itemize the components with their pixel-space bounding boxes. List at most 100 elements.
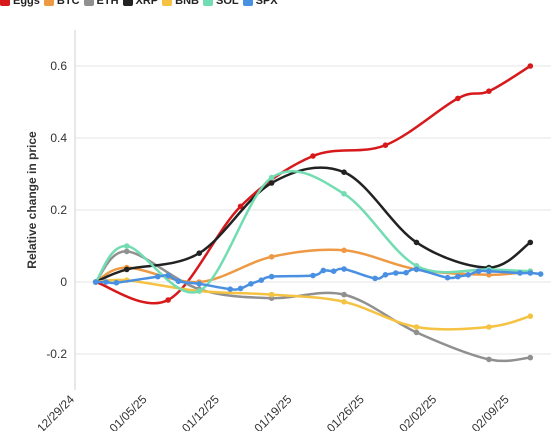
data-point-spx xyxy=(248,281,254,287)
data-point-btc xyxy=(268,253,275,260)
series-line-btc xyxy=(94,248,532,284)
data-point-spx xyxy=(227,286,234,293)
data-point-bnb xyxy=(413,324,420,330)
data-point-eggs xyxy=(382,142,389,148)
data-point-xrp xyxy=(268,180,275,186)
data-point-spx xyxy=(330,268,337,275)
data-point-eth xyxy=(123,248,130,255)
data-point-spx xyxy=(517,270,523,276)
y-tick-label: 0.2 xyxy=(50,203,67,217)
legend-swatch xyxy=(162,0,173,6)
data-point-bnb xyxy=(268,291,275,298)
data-point-spx xyxy=(92,279,99,285)
legend-item-spx: SPX xyxy=(242,0,278,7)
legend-swatch xyxy=(242,0,253,6)
data-point-spx xyxy=(403,269,409,276)
data-point-xrp xyxy=(413,239,420,246)
data-point-spx xyxy=(392,270,399,276)
y-tick-label: 0 xyxy=(60,275,67,289)
data-point-bnb xyxy=(527,313,534,320)
data-point-spx xyxy=(320,267,327,274)
data-point-sol xyxy=(268,174,275,181)
data-point-spx xyxy=(486,268,492,275)
data-point-spx xyxy=(237,285,244,292)
legend-swatch xyxy=(83,0,94,6)
legend-item-bnb: BNB xyxy=(162,0,199,7)
legend-label: ETH xyxy=(96,0,119,7)
y-axis-label: Relative change in price xyxy=(25,131,39,269)
data-point-eggs xyxy=(486,88,492,94)
legend-label: SPX xyxy=(255,0,278,7)
data-point-bnb xyxy=(341,299,347,305)
data-point-spx xyxy=(382,272,389,278)
data-point-eggs xyxy=(527,63,534,69)
data-point-eggs xyxy=(165,297,171,303)
series-line-xrp xyxy=(94,166,532,284)
data-point-spx xyxy=(413,266,420,273)
data-point-spx xyxy=(444,274,451,281)
legend-label: BTC xyxy=(56,0,80,7)
series-line-eggs xyxy=(94,64,532,305)
series-line-bnb xyxy=(94,278,532,331)
legend-item-sol: SOL xyxy=(202,0,239,7)
x-tick-label: 01/05/25 xyxy=(107,392,150,431)
data-point-spx xyxy=(527,270,534,276)
legend-label: SOL xyxy=(215,0,239,7)
data-point-spx xyxy=(372,275,378,282)
legend-item-xrp: XRP xyxy=(122,0,159,7)
data-point-eth xyxy=(527,354,534,361)
data-point-spx xyxy=(455,273,461,280)
data-point-sol xyxy=(196,288,202,294)
legend-swatch xyxy=(43,0,54,6)
data-point-spx xyxy=(196,281,202,287)
x-tick-label: 01/12/25 xyxy=(179,392,222,431)
data-point-spx xyxy=(165,272,171,279)
legend-swatch xyxy=(122,0,133,6)
data-point-btc xyxy=(341,247,347,254)
legend-label: BNB xyxy=(175,0,199,7)
data-point-eggs xyxy=(310,153,316,159)
data-point-spx xyxy=(268,273,275,280)
data-point-spx xyxy=(310,272,316,279)
data-point-eth xyxy=(413,329,420,336)
legend-item-eggs: Eggs xyxy=(0,0,40,7)
y-tick-label: 0.6 xyxy=(50,59,67,73)
data-point-xrp xyxy=(527,239,534,246)
data-point-xrp xyxy=(196,250,202,256)
legend-label: Eggs xyxy=(13,0,40,7)
series-line-sol xyxy=(94,169,532,294)
data-point-xrp xyxy=(123,266,130,273)
legend-swatch xyxy=(202,0,213,6)
data-point-eth xyxy=(341,291,347,298)
y-tick-label: 0.4 xyxy=(50,131,67,145)
data-point-spx xyxy=(175,278,182,285)
data-point-spx xyxy=(154,273,161,280)
data-point-spx xyxy=(113,279,120,286)
data-point-sol xyxy=(341,191,347,197)
data-point-bnb xyxy=(486,324,492,330)
data-point-spx xyxy=(475,268,482,275)
legend-item-btc: BTC xyxy=(43,0,80,7)
data-point-eggs xyxy=(237,203,244,210)
legend-label: XRP xyxy=(135,0,159,7)
chart-legend: Eggs BTC ETH XRP BNB SOL SPX xyxy=(0,0,282,9)
data-point-spx xyxy=(103,279,109,285)
x-tick-label: 02/09/25 xyxy=(469,392,512,431)
x-tick-label: 12/29/24 xyxy=(34,392,77,431)
data-point-spx xyxy=(258,277,265,284)
data-point-xrp xyxy=(341,169,347,175)
legend-swatch xyxy=(0,0,10,6)
data-point-spx xyxy=(537,271,544,277)
data-point-sol xyxy=(123,243,130,249)
legend-item-eth: ETH xyxy=(83,0,119,7)
x-tick-label: 01/26/25 xyxy=(324,392,367,431)
x-tick-label: 02/02/25 xyxy=(396,392,439,431)
y-tick-label: -0.2 xyxy=(46,347,67,361)
series-line-eth xyxy=(94,250,532,363)
data-point-spx xyxy=(465,272,472,278)
data-point-eggs xyxy=(455,95,461,102)
x-tick-label: 01/19/25 xyxy=(251,392,294,431)
data-point-eth xyxy=(486,356,492,363)
data-point-spx xyxy=(341,266,347,272)
